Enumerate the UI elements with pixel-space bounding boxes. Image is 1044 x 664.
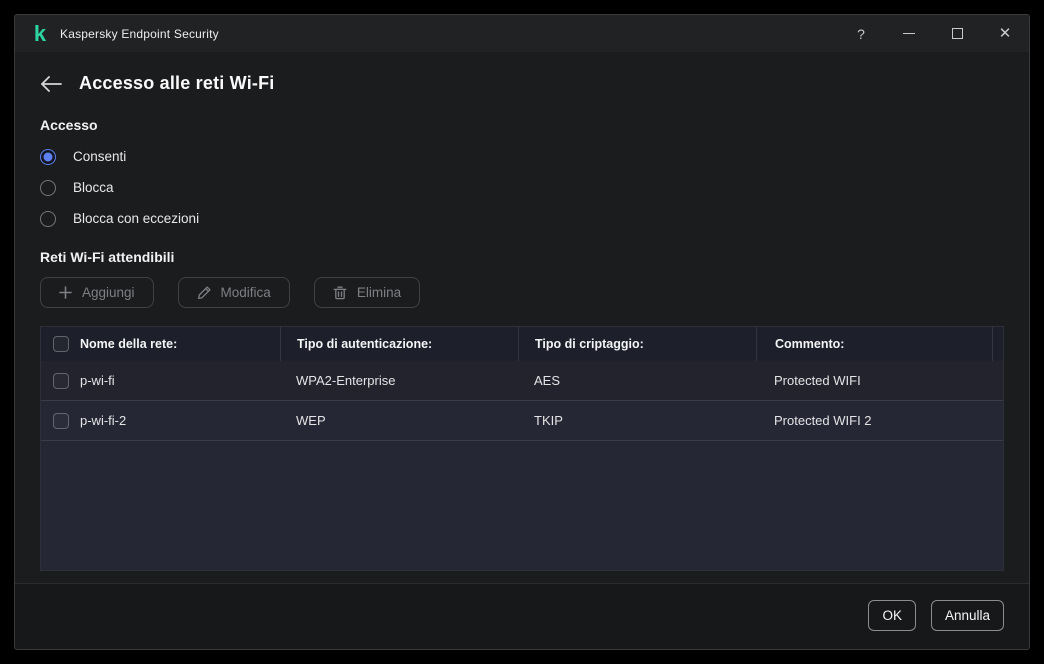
delete-button-label: Elimina [356, 285, 402, 300]
header-cell-network-name: Nome della rete: [41, 327, 280, 361]
add-button[interactable]: Aggiungi [40, 277, 154, 308]
cell-auth-type: WEP [296, 413, 326, 428]
radio-label: Consenti [73, 149, 127, 164]
help-icon[interactable]: ? [837, 15, 885, 52]
maximize-icon[interactable] [933, 15, 981, 52]
select-all-checkbox[interactable] [53, 336, 69, 352]
radio-icon[interactable] [40, 210, 56, 227]
header-cell-spacer [992, 327, 1003, 361]
titlebar: k Kaspersky Endpoint Security ? ✕ [15, 15, 1029, 52]
header-cell-auth-type: Tipo di autenticazione: [280, 327, 518, 361]
add-button-label: Aggiungi [82, 285, 135, 300]
plus-icon [59, 286, 72, 299]
back-arrow-icon[interactable] [40, 74, 64, 94]
app-window: k Kaspersky Endpoint Security ? ✕ Access… [14, 14, 1030, 650]
cell-encryption-type: TKIP [534, 413, 563, 428]
radio-label: Blocca con eccezioni [73, 211, 200, 226]
trash-icon [333, 286, 347, 300]
column-header-label: Commento: [775, 337, 845, 351]
radio-label: Blocca [73, 180, 114, 195]
column-header-label: Tipo di criptaggio: [535, 337, 644, 351]
kaspersky-logo-icon: k [33, 20, 47, 46]
close-icon[interactable]: ✕ [981, 15, 1029, 52]
cancel-button[interactable]: Annulla [930, 600, 1004, 631]
cell-network-name: p-wi-fi [41, 361, 280, 400]
trusted-section-heading: Reti Wi-Fi attendibili [40, 249, 175, 265]
cell-network-name: p-wi-fi-2 [41, 401, 280, 440]
cell-text: p-wi-fi [80, 373, 115, 388]
radio-option-consenti[interactable]: Consenti [40, 141, 1004, 172]
header-cell-comment: Commento: [756, 327, 992, 361]
minimize-icon[interactable] [885, 15, 933, 52]
table-header-row: Nome della rete: Tipo di autenticazione:… [41, 327, 1003, 361]
cell-text: p-wi-fi-2 [80, 413, 127, 428]
cell-encryption-type: AES [534, 373, 561, 388]
window-title: Kaspersky Endpoint Security [60, 26, 219, 41]
radio-icon[interactable] [40, 179, 56, 196]
table-row[interactable]: p-wi-fi-2 WEP TKIP Protected WIFI 2 [41, 401, 1003, 441]
row-checkbox[interactable] [53, 412, 69, 429]
edit-button-label: Modifica [220, 285, 271, 300]
dialog-footer: OK Annulla [15, 583, 1029, 649]
cell-auth-type: WPA2-Enterprise [296, 373, 396, 388]
header-cell-encryption-type: Tipo di criptaggio: [518, 327, 756, 361]
window-controls: ? ✕ [837, 15, 1029, 52]
table-toolbar: Aggiungi Modifica Elimina [40, 277, 1004, 308]
delete-button[interactable]: Elimina [313, 277, 421, 308]
radio-icon[interactable] [40, 148, 56, 165]
radio-option-blocca[interactable]: Blocca [40, 172, 1004, 203]
column-header-label: Tipo di autenticazione: [297, 337, 433, 351]
settings-content: Accesso alle reti Wi-Fi Accesso Consenti… [15, 73, 1029, 571]
access-section-heading: Accesso [40, 117, 98, 133]
table-empty-area [41, 441, 1003, 570]
access-radio-group: Consenti Blocca Blocca con eccezioni [40, 141, 1004, 234]
page-title: Accesso alle reti Wi-Fi [79, 73, 275, 93]
cell-comment: Protected WIFI 2 [774, 413, 872, 428]
table-row[interactable]: p-wi-fi WPA2-Enterprise AES Protected WI… [41, 361, 1003, 401]
trusted-networks-table: Nome della rete: Tipo di autenticazione:… [40, 326, 1004, 571]
ok-button[interactable]: OK [868, 600, 916, 631]
page-header: Accesso alle reti Wi-Fi [40, 73, 1004, 94]
row-checkbox[interactable] [53, 372, 69, 389]
pencil-icon [197, 285, 211, 300]
edit-button[interactable]: Modifica [177, 277, 290, 308]
column-header-label: Nome della rete: [80, 337, 178, 351]
cell-comment: Protected WIFI [774, 373, 861, 388]
radio-option-blocca-con-eccezioni[interactable]: Blocca con eccezioni [40, 203, 1004, 234]
